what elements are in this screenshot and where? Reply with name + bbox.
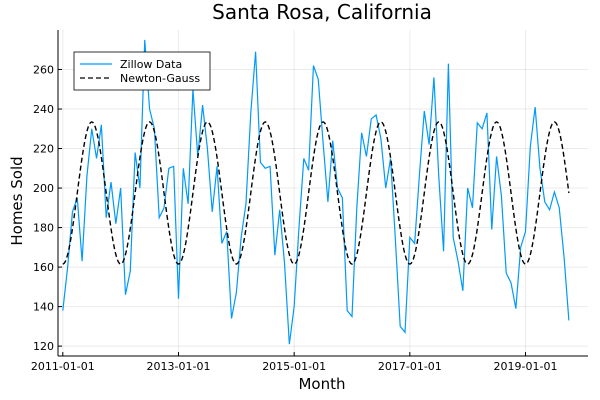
y-axis-label: Homes Sold	[8, 156, 26, 245]
x-tick-label: 2013-01-01	[147, 360, 211, 373]
legend-label: Zillow Data	[120, 58, 182, 71]
x-axis-label: Month	[298, 375, 345, 393]
axes: 120 140 160 180 200 220 240 260 2011-01-01 2013-0…	[31, 30, 588, 373]
x-tick-label: 2019-01-01	[494, 360, 558, 373]
x-tick-label: 2017-01-01	[378, 360, 442, 373]
y-tick-label: 200	[33, 182, 54, 195]
y-tick-label: 260	[33, 64, 54, 77]
x-tick-label: 2015-01-01	[262, 360, 326, 373]
y-tick-label: 180	[33, 222, 54, 235]
y-tick-label: 140	[33, 301, 54, 314]
y-tick-label: 240	[33, 103, 54, 116]
series-line-newton-gauss	[62, 121, 570, 265]
chart-title: Santa Rosa, California	[212, 0, 432, 24]
legend-label: Newton-Gauss	[120, 72, 200, 85]
y-tick-label: 160	[33, 261, 54, 274]
x-tick-label: 2011-01-01	[31, 360, 95, 373]
y-tick-label: 220	[33, 143, 54, 156]
legend-box	[73, 51, 211, 91]
y-tick-label: 120	[33, 340, 54, 353]
